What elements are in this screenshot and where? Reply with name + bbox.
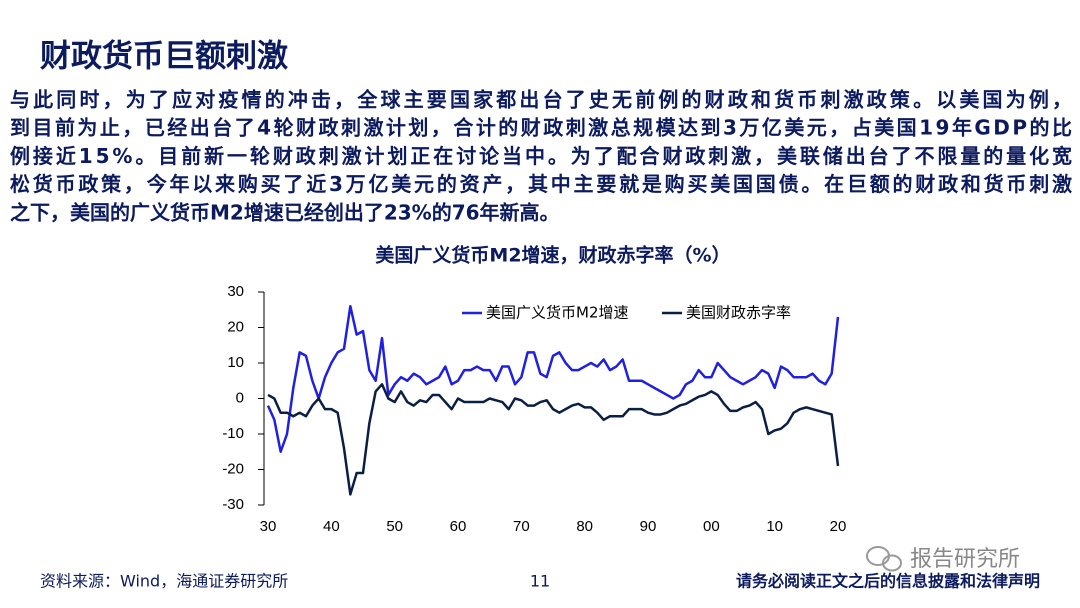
body-text: 与此同时，为了应对疫情的冲击，全球主要国家都出台了史无前例的财政和货币刺激政策。… <box>10 88 1072 225</box>
x-tick-label: 70 <box>513 518 530 535</box>
body-line: 到目前为止，已经出台了4轮财政刺激计划，合计的财政刺激总规模达到3万亿美元，占美… <box>10 116 1072 140</box>
body-line: 之下，美国的广义货币M2增速已经创出了23%的76年新高。 <box>10 200 560 224</box>
chart-title: 美国广义货币M2增速，财政赤字率（%） <box>375 244 730 267</box>
x-tick-label: 80 <box>576 518 593 535</box>
x-tick-label: 20 <box>830 518 847 535</box>
x-tick-label: 60 <box>450 518 467 535</box>
y-tick-label: -20 <box>222 460 244 477</box>
series-line <box>267 383 840 496</box>
watermark: 报告研究所 <box>910 547 1020 572</box>
y-tick-label: -30 <box>222 496 244 513</box>
x-tick-label: 90 <box>640 518 657 535</box>
source: 资料来源：Wind，海通证券研究所 <box>40 572 288 591</box>
legend-label: 美国广义货币M2增速 <box>486 304 629 322</box>
x-tick-label: 30 <box>260 518 277 535</box>
y-tick-label: 30 <box>227 283 244 300</box>
legend-label: 美国财政赤字率 <box>686 304 791 322</box>
y-tick-label: 10 <box>227 354 244 371</box>
x-tick-label: 50 <box>386 518 403 535</box>
y-tick-label: 20 <box>227 318 244 335</box>
body-line: 与此同时，为了应对疫情的冲击，全球主要国家都出台了史无前例的财政和货币刺激政策。… <box>10 88 1072 112</box>
x-tick-label: 40 <box>323 518 340 535</box>
disclaimer: 请务必阅读正文之后的信息披露和法律声明 <box>736 572 1040 591</box>
series-line <box>266 304 840 453</box>
body-line: 例接近15%。目前新一轮财政刺激计划正在讨论当中。为了配合财政刺激，美联储出台了… <box>10 144 1072 168</box>
wechat-icon <box>866 546 902 572</box>
y-tick-label: 0 <box>236 389 244 406</box>
page-number: 11 <box>530 572 550 591</box>
slide-title: 财政货币巨额刺激 <box>40 39 288 75</box>
y-tick-label: -10 <box>222 425 244 442</box>
x-tick-label: 00 <box>703 518 720 535</box>
x-tick-label: 10 <box>766 518 783 535</box>
body-line: 松货币政策，今年以来购买了近3万亿美元的资产，其中主要就是购买美国国债。在巨额的… <box>10 172 1072 196</box>
